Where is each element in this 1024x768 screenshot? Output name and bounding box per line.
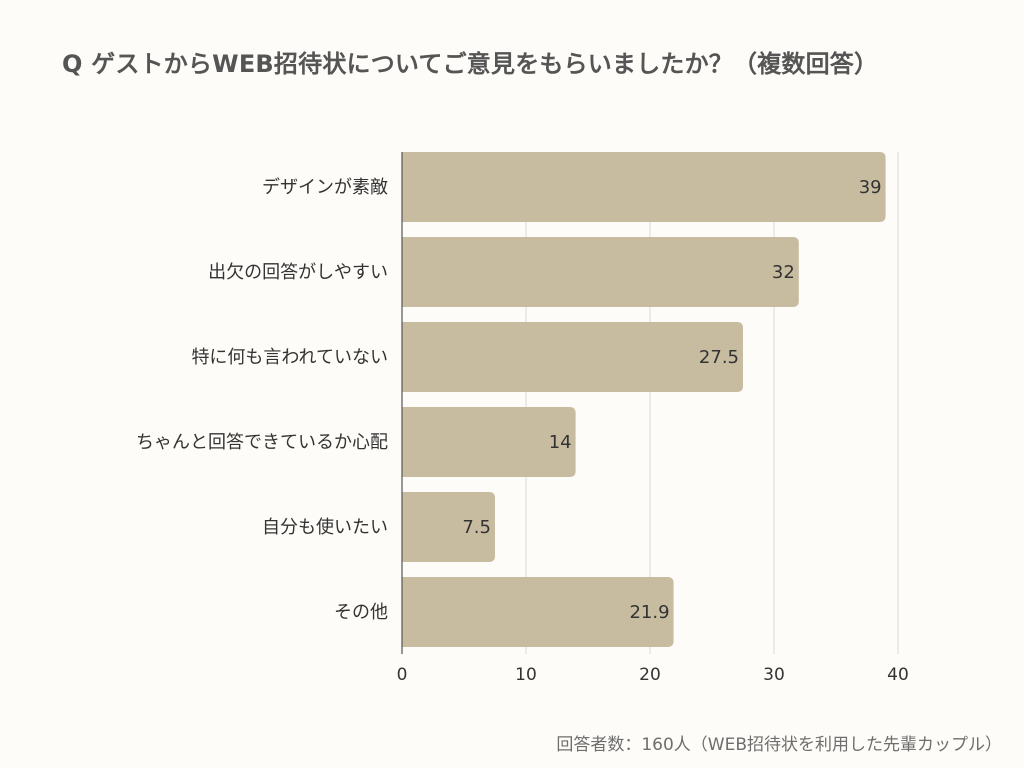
x-tick-label: 30 (763, 665, 785, 685)
bar (402, 407, 576, 477)
value-label: 27.5 (699, 347, 739, 368)
x-tick-label: 40 (887, 665, 909, 685)
x-tick-label: 20 (639, 665, 661, 685)
x-tick-label: 10 (515, 665, 537, 685)
bar (402, 152, 886, 222)
value-label: 21.9 (629, 602, 669, 623)
value-label: 14 (549, 432, 572, 453)
value-label: 32 (772, 262, 795, 283)
category-label: デザインが素敵 (262, 177, 388, 198)
footnote: 回答者数：160人（WEB招待状を利用した先輩カップル） (556, 735, 1002, 755)
category-label: 出欠の回答がしやすい (208, 262, 388, 283)
value-label: 7.5 (462, 517, 491, 538)
bar (402, 492, 495, 562)
category-label: その他 (334, 602, 388, 623)
category-label: 特に何も言われていない (191, 347, 388, 368)
bar (402, 577, 674, 647)
chart-title: Q ゲストからWEB招待状についてご意見をもらいましたか？（複数回答） (62, 50, 879, 78)
bar (402, 322, 743, 392)
bar (402, 237, 799, 307)
x-tick-label: 0 (397, 665, 408, 685)
category-label: 自分も使いたい (262, 517, 388, 538)
category-label: ちゃんと回答できているか心配 (136, 432, 388, 453)
value-label: 39 (859, 177, 882, 198)
